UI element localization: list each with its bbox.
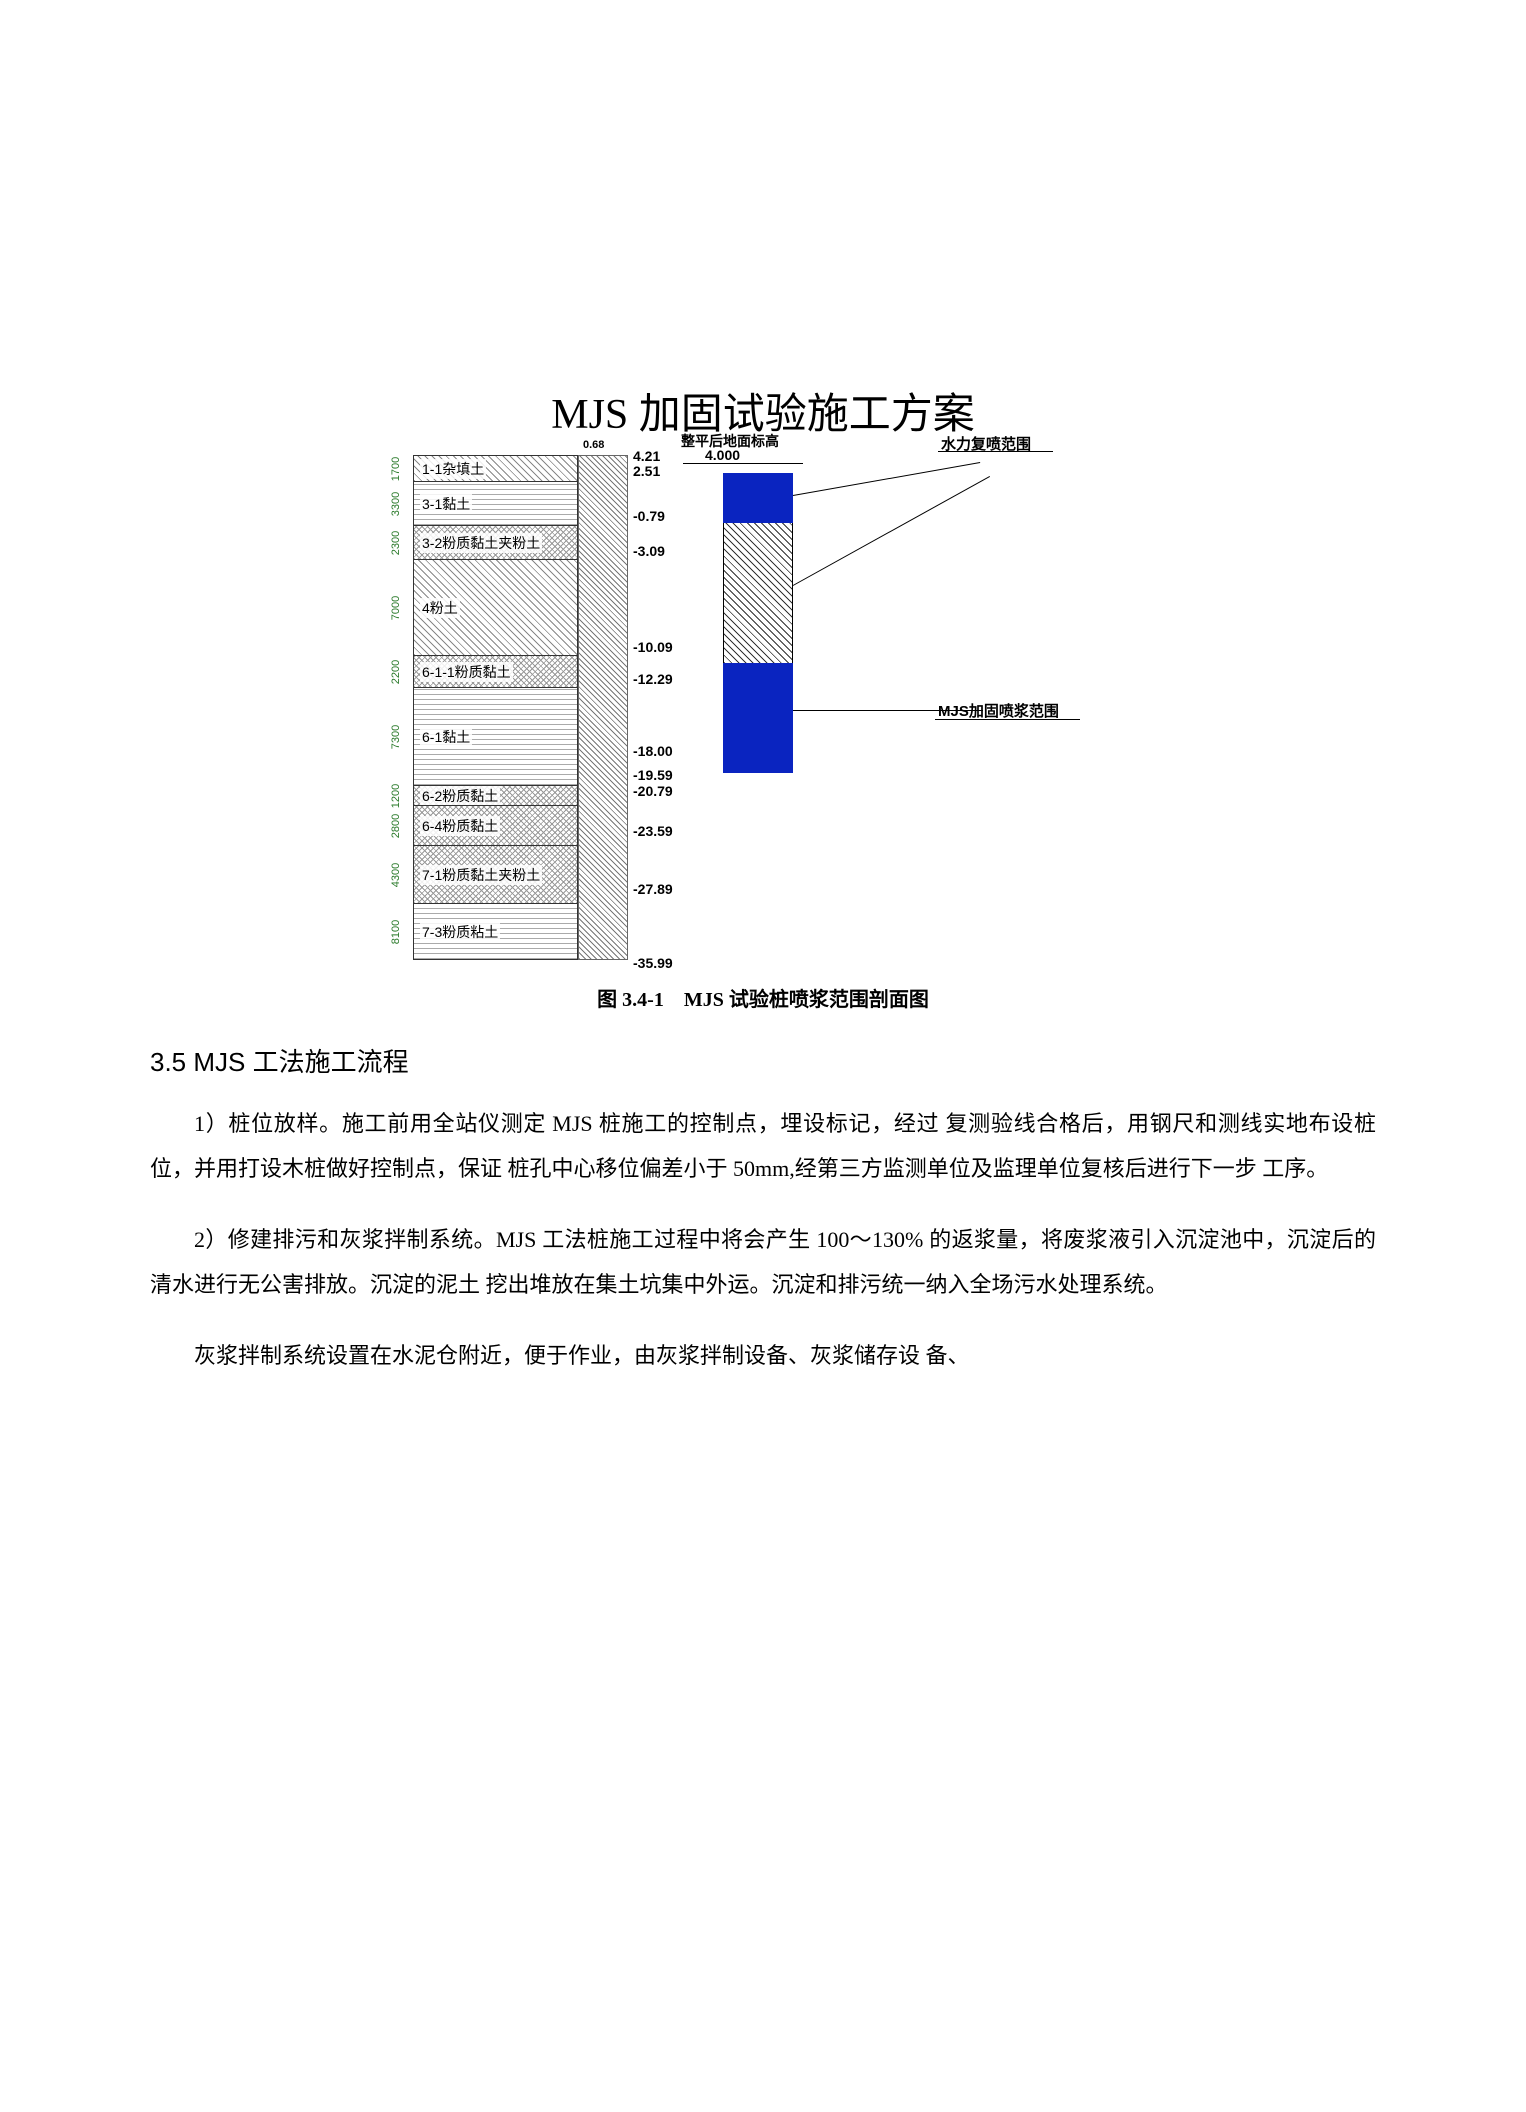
layer-depth-label: 7300 bbox=[390, 724, 402, 748]
layer-name-label: 6-4粉质黏土 bbox=[420, 816, 500, 836]
mjs-spray-range-label: MJS加固喷浆范围 bbox=[938, 700, 1059, 721]
top-small-elev: 0.68 bbox=[583, 439, 604, 451]
ground-line bbox=[683, 463, 803, 464]
cross-section-diagram: 0.68 整平后地面标高 4.000 17001-1杂填土33003-1黏土23… bbox=[383, 445, 1143, 975]
soil-layer: 22006-1-1粉质黏土 bbox=[413, 655, 578, 687]
elevation-value: -18.00 bbox=[633, 743, 673, 759]
blue-range-block bbox=[723, 663, 793, 773]
layer-name-label: 7-3粉质粘土 bbox=[420, 922, 500, 942]
layer-depth-label: 1200 bbox=[390, 783, 402, 807]
soil-layer: 28006-4粉质黏土 bbox=[413, 805, 578, 845]
layer-name-label: 1-1杂填土 bbox=[420, 459, 486, 479]
layer-name-label: 4粉土 bbox=[420, 598, 460, 618]
soil-layer: 23003-2粉质黏土夹粉土 bbox=[413, 525, 578, 559]
diagram-container: 0.68 整平后地面标高 4.000 17001-1杂填土33003-1黏土23… bbox=[150, 445, 1376, 975]
soil-column: 17001-1杂填土33003-1黏土23003-2粉质黏土夹粉土70004粉土… bbox=[413, 455, 578, 960]
paragraph-2: 2）修建排污和灰浆拌制系统。MJS 工法桩施工过程中将会产生 100〜130% … bbox=[150, 1217, 1376, 1307]
layer-name-label: 3-2粉质黏土夹粉土 bbox=[420, 533, 542, 553]
elevation-value: 2.51 bbox=[633, 463, 660, 479]
center-hatch-column bbox=[578, 455, 628, 960]
soil-layer: 33003-1黏土 bbox=[413, 481, 578, 525]
elevation-value: -20.79 bbox=[633, 783, 673, 799]
layer-depth-label: 1700 bbox=[390, 456, 402, 480]
layer-name-label: 6-2粉质黏土 bbox=[420, 786, 500, 806]
layer-depth-label: 3300 bbox=[390, 491, 402, 515]
blue-range-block bbox=[723, 473, 793, 523]
layer-depth-label: 7000 bbox=[390, 595, 402, 619]
layer-depth-label: 2800 bbox=[390, 813, 402, 837]
elevation-value: -35.99 bbox=[633, 955, 673, 971]
center-strip bbox=[578, 455, 628, 960]
elevation-value: -23.59 bbox=[633, 823, 673, 839]
elevation-value: -27.89 bbox=[633, 881, 673, 897]
leader-line-1a bbox=[793, 462, 980, 496]
paragraph-3: 灰浆拌制系统设置在水泥仓附近，便于作业，由灰浆拌制设备、灰浆储存设 备、 bbox=[150, 1333, 1376, 1378]
figure-caption: 图 3.4-1 MJS 试验桩喷浆范围剖面图 bbox=[150, 983, 1376, 1012]
elevation-value: -10.09 bbox=[633, 639, 673, 655]
layer-depth-label: 2300 bbox=[390, 530, 402, 554]
soil-layer: 81007-3粉质粘土 bbox=[413, 903, 578, 960]
ground-elev-value: 4.000 bbox=[705, 447, 740, 463]
elevation-value: -19.59 bbox=[633, 767, 673, 783]
layer-depth-label: 8100 bbox=[390, 919, 402, 943]
layer-depth-label: 4300 bbox=[390, 862, 402, 886]
soil-layer: 17001-1杂填土 bbox=[413, 455, 578, 481]
leader-line-1b bbox=[793, 476, 990, 586]
paragraph-1: 1）桩位放样。施工前用全站仪测定 MJS 桩施工的控制点，埋设标记，经过 复测验… bbox=[150, 1101, 1376, 1191]
soil-layer: 70004粉土 bbox=[413, 559, 578, 655]
layer-depth-label: 2200 bbox=[390, 659, 402, 683]
elevation-value: -0.79 bbox=[633, 508, 665, 524]
soil-layer: 73006-1黏土 bbox=[413, 687, 578, 785]
soil-layer: 43007-1粉质黏土夹粉土 bbox=[413, 845, 578, 903]
elevation-value: -12.29 bbox=[633, 671, 673, 687]
label-underline-1 bbox=[938, 451, 1053, 452]
layer-name-label: 6-1-1粉质黏土 bbox=[420, 662, 513, 682]
layer-name-label: 6-1黏土 bbox=[420, 727, 472, 747]
layer-name-label: 3-1黏土 bbox=[420, 494, 472, 514]
soil-layer: 12006-2粉质黏土 bbox=[413, 785, 578, 805]
section-heading-3-5: 3.5 MJS 工法施工流程 bbox=[150, 1042, 1376, 1079]
elevation-value: -3.09 bbox=[633, 543, 665, 559]
elevation-value: 4.21 bbox=[633, 448, 660, 464]
hatch-range-block bbox=[723, 523, 793, 663]
label-underline-2 bbox=[935, 719, 1080, 720]
layer-name-label: 7-1粉质黏土夹粉土 bbox=[420, 865, 542, 885]
